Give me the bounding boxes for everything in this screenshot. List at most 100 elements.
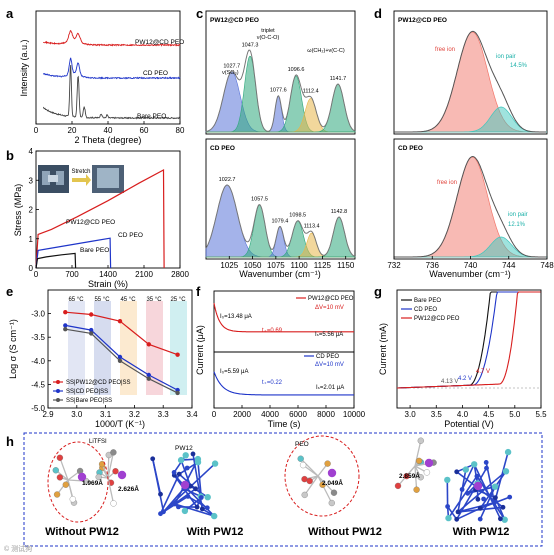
arrhenius-point-2-4 bbox=[175, 390, 180, 396]
arrhenius-point-0-1 bbox=[89, 312, 94, 317]
atom bbox=[415, 457, 423, 465]
axis-g-ticks: 3.0 3.5 4.0 4.5 5.0 5.5 bbox=[405, 405, 547, 419]
atom bbox=[56, 454, 64, 461]
peak-labels-top: 1027.7 1047.3 1077.6 1096.6 1112.4 1141.7 bbox=[223, 42, 346, 94]
tick-label-c-2: 1075 bbox=[267, 261, 285, 270]
tick-label-e-y4: -5.0 bbox=[31, 404, 45, 413]
label-ion-pair-bottom: ion pair bbox=[508, 212, 528, 218]
xrd-trace-bare-peo bbox=[42, 64, 180, 120]
arrhenius-series bbox=[63, 310, 180, 396]
atom bbox=[62, 481, 69, 488]
atom bbox=[324, 460, 331, 467]
panel-e: e 65 °C 55 °C 45 °C 35 °C 25 °C SS|PW12@… bbox=[6, 284, 198, 429]
panel-a-label: a bbox=[6, 6, 14, 21]
atom bbox=[493, 495, 498, 500]
panel-e-axes bbox=[47, 289, 193, 409]
atom bbox=[481, 496, 486, 502]
axis-d-ticks: 732 736 740 744 748 bbox=[387, 256, 554, 270]
atom bbox=[158, 491, 163, 497]
label-litfsi: LiTFSI bbox=[89, 439, 107, 445]
atom bbox=[423, 469, 431, 476]
tick-label-e-x3: 3.2 bbox=[129, 410, 141, 419]
atom bbox=[502, 468, 510, 475]
atom bbox=[112, 468, 119, 475]
peak-label-4: 1112.4 bbox=[303, 89, 319, 95]
arrhenius-point-2-2 bbox=[117, 358, 123, 363]
panel-e-label: e bbox=[6, 284, 13, 299]
panel-c-label: c bbox=[196, 6, 203, 21]
li-ion-icon bbox=[424, 458, 434, 468]
panel-g: g Bare PEO CD PEO PW12@CD PEO 4.13 V 4.2… bbox=[374, 284, 547, 429]
tick-label-g-1: 3.5 bbox=[431, 410, 443, 419]
atom bbox=[211, 512, 218, 520]
li-ion-icon bbox=[117, 470, 127, 480]
stretch-arrow-icon bbox=[72, 174, 91, 186]
bond bbox=[414, 465, 418, 490]
atom bbox=[194, 504, 200, 510]
atom bbox=[454, 516, 460, 522]
axis-e-xlabel: 1000/T (K⁻¹) bbox=[95, 419, 145, 429]
atom bbox=[484, 465, 489, 471]
distance-3: 2.049Å bbox=[322, 478, 343, 487]
panel-b: b Stretch PW12@CD PEO CD PEO Bare PEO 0 … bbox=[6, 147, 189, 289]
bond bbox=[304, 475, 319, 496]
temp-band-65 bbox=[68, 301, 85, 395]
arrhenius-point-2-1 bbox=[89, 331, 94, 336]
bond bbox=[457, 501, 495, 513]
bond bbox=[159, 473, 180, 515]
bond bbox=[184, 496, 202, 512]
li-ion-icon bbox=[180, 480, 190, 490]
panel-g-axes bbox=[396, 289, 542, 409]
peak-label-4: 1113.4 bbox=[304, 223, 320, 229]
atom bbox=[53, 491, 61, 498]
free-ion-peak bbox=[394, 31, 547, 133]
tick-label-f-1: 2000 bbox=[233, 410, 251, 419]
atom bbox=[475, 496, 481, 502]
atom bbox=[69, 496, 76, 503]
atom bbox=[462, 466, 469, 473]
atom bbox=[504, 448, 512, 456]
bond bbox=[173, 454, 187, 473]
legend-e-blue: SS|CD PEO|SS bbox=[66, 389, 108, 395]
atom bbox=[498, 516, 503, 522]
legend-a-blue: CD PEO bbox=[143, 70, 168, 77]
tick-label-a-3: 60 bbox=[140, 126, 149, 135]
legend-f-bottom-dv: ΔV=10 mV bbox=[315, 362, 344, 368]
label-pw12: PW12 bbox=[175, 445, 193, 452]
g-vlabel-pw12: 4.7 V bbox=[476, 369, 490, 375]
stress-strain-line-2 bbox=[35, 252, 77, 269]
atom bbox=[150, 456, 156, 462]
panel-c: c PW12@CD PEO CD PEO triplet ν(O-C-O) ω(… bbox=[196, 6, 356, 279]
panel-a-axes bbox=[35, 10, 181, 125]
axis-g-ylabel: Current (mA) bbox=[378, 323, 388, 375]
atom bbox=[301, 491, 308, 499]
f-bottom-is: Iₛ=2.01 μA bbox=[316, 385, 344, 391]
caption-4: With PW12 bbox=[453, 526, 510, 538]
tick-label-e-x4: 3.3 bbox=[158, 410, 170, 419]
highlight-ellipse-2 bbox=[284, 435, 360, 517]
atom bbox=[474, 473, 480, 479]
free-ion-peak bbox=[394, 156, 547, 258]
atom bbox=[459, 487, 465, 492]
distance-2: 2.626Å bbox=[118, 484, 139, 493]
bond bbox=[457, 470, 507, 513]
atom bbox=[330, 489, 338, 496]
label-free-ion-bottom: free ion bbox=[437, 180, 457, 186]
atom bbox=[500, 504, 506, 510]
tick-label-b-y0: 0 bbox=[29, 264, 34, 273]
tick-label-d-1: 736 bbox=[426, 261, 440, 270]
arrhenius-point-2-3 bbox=[146, 376, 151, 381]
tick-label-e-x1: 3.0 bbox=[71, 410, 83, 419]
legend-b-black: Bare PEO bbox=[80, 247, 109, 254]
atom bbox=[184, 465, 190, 471]
atom bbox=[501, 516, 508, 523]
legend-e-black: SS|Bare PEO|SS bbox=[66, 398, 112, 404]
atom bbox=[306, 477, 313, 485]
tick-label-c-3: 1100 bbox=[291, 261, 309, 270]
panel-c-top-axes bbox=[205, 10, 356, 135]
tick-label-g-5: 5.5 bbox=[535, 410, 547, 419]
distance-4: 2.859Å bbox=[399, 471, 420, 480]
temp-label-65: 65 °C bbox=[68, 297, 84, 303]
tick-label-e-x5: 3.4 bbox=[186, 410, 198, 419]
